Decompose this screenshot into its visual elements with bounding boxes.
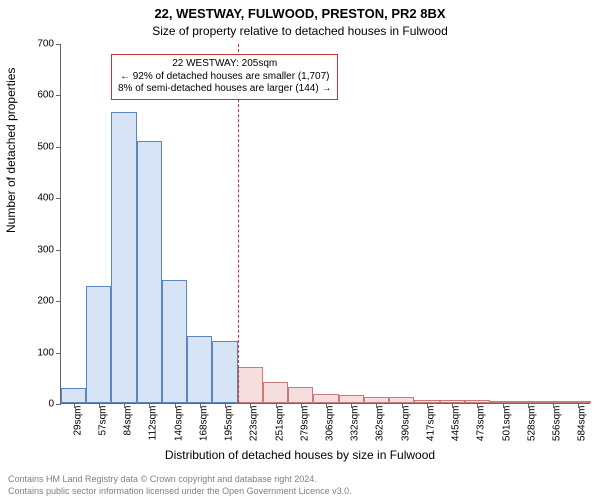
y-axis-label: Number of detached properties <box>4 68 18 233</box>
histogram-bar <box>313 394 338 403</box>
y-tick-label: 0 <box>48 399 54 410</box>
histogram-bar <box>187 336 212 403</box>
callout-line-1: 22 WESTWAY: 205sqm <box>118 58 331 71</box>
y-tick <box>56 44 61 45</box>
x-tick-label: 473sqm <box>476 406 487 442</box>
x-tick-label: 168sqm <box>198 406 209 442</box>
x-tick-label: 528sqm <box>526 406 537 442</box>
histogram-bar <box>339 395 364 403</box>
histogram-bar <box>111 112 136 403</box>
x-tick-label: 251sqm <box>274 406 285 442</box>
x-tick-label: 195sqm <box>224 406 235 442</box>
histogram-bar <box>288 387 313 403</box>
attribution-line-1: Contains HM Land Registry data © Crown c… <box>8 474 317 484</box>
y-tick <box>56 95 61 96</box>
y-tick-label: 700 <box>37 39 54 50</box>
x-tick-label: 417sqm <box>425 406 436 442</box>
x-tick-label: 390sqm <box>400 406 411 442</box>
x-tick-label: 501sqm <box>501 406 512 442</box>
x-tick-label: 223sqm <box>249 406 260 442</box>
y-tick <box>56 301 61 302</box>
x-tick-label: 362sqm <box>375 406 386 442</box>
x-tick-label: 140sqm <box>173 406 184 442</box>
plot-area: 010020030040050060070029sqm57sqm84sqm112… <box>60 44 590 404</box>
histogram-bar <box>61 388 86 403</box>
x-tick-label: 584sqm <box>577 406 588 442</box>
x-tick-label: 57sqm <box>97 406 108 436</box>
x-tick-label: 84sqm <box>123 406 134 436</box>
y-tick-label: 400 <box>37 193 54 204</box>
x-tick-label: 306sqm <box>325 406 336 442</box>
callout-line-2: ← 92% of detached houses are smaller (1,… <box>118 71 331 84</box>
chart-title-description: Size of property relative to detached ho… <box>0 24 600 38</box>
callout-box: 22 WESTWAY: 205sqm← 92% of detached hous… <box>111 54 338 100</box>
x-tick-label: 445sqm <box>451 406 462 442</box>
histogram-bar <box>212 341 237 403</box>
y-tick <box>56 353 61 354</box>
histogram-bar <box>86 286 111 403</box>
x-tick-label: 279sqm <box>299 406 310 442</box>
histogram-bar <box>238 367 263 403</box>
y-tick <box>56 198 61 199</box>
y-tick-label: 500 <box>37 141 54 152</box>
histogram-bar <box>137 141 162 403</box>
histogram-bar <box>162 280 187 403</box>
x-tick-label: 556sqm <box>552 406 563 442</box>
x-tick-label: 29sqm <box>72 406 83 436</box>
chart-title-address: 22, WESTWAY, FULWOOD, PRESTON, PR2 8BX <box>0 6 600 21</box>
y-tick <box>56 404 61 405</box>
x-tick-label: 332sqm <box>350 406 361 442</box>
histogram-bar <box>263 382 288 403</box>
y-tick-label: 300 <box>37 244 54 255</box>
x-axis-label: Distribution of detached houses by size … <box>0 448 600 462</box>
x-tick-label: 112sqm <box>148 406 159 441</box>
y-tick-label: 600 <box>37 90 54 101</box>
y-tick-label: 200 <box>37 296 54 307</box>
attribution-line-2: Contains public sector information licen… <box>8 486 352 496</box>
y-tick <box>56 147 61 148</box>
y-tick <box>56 250 61 251</box>
callout-line-3: 8% of semi-detached houses are larger (1… <box>118 83 331 96</box>
y-tick-label: 100 <box>37 347 54 358</box>
chart-container: 22, WESTWAY, FULWOOD, PRESTON, PR2 8BX S… <box>0 0 600 500</box>
